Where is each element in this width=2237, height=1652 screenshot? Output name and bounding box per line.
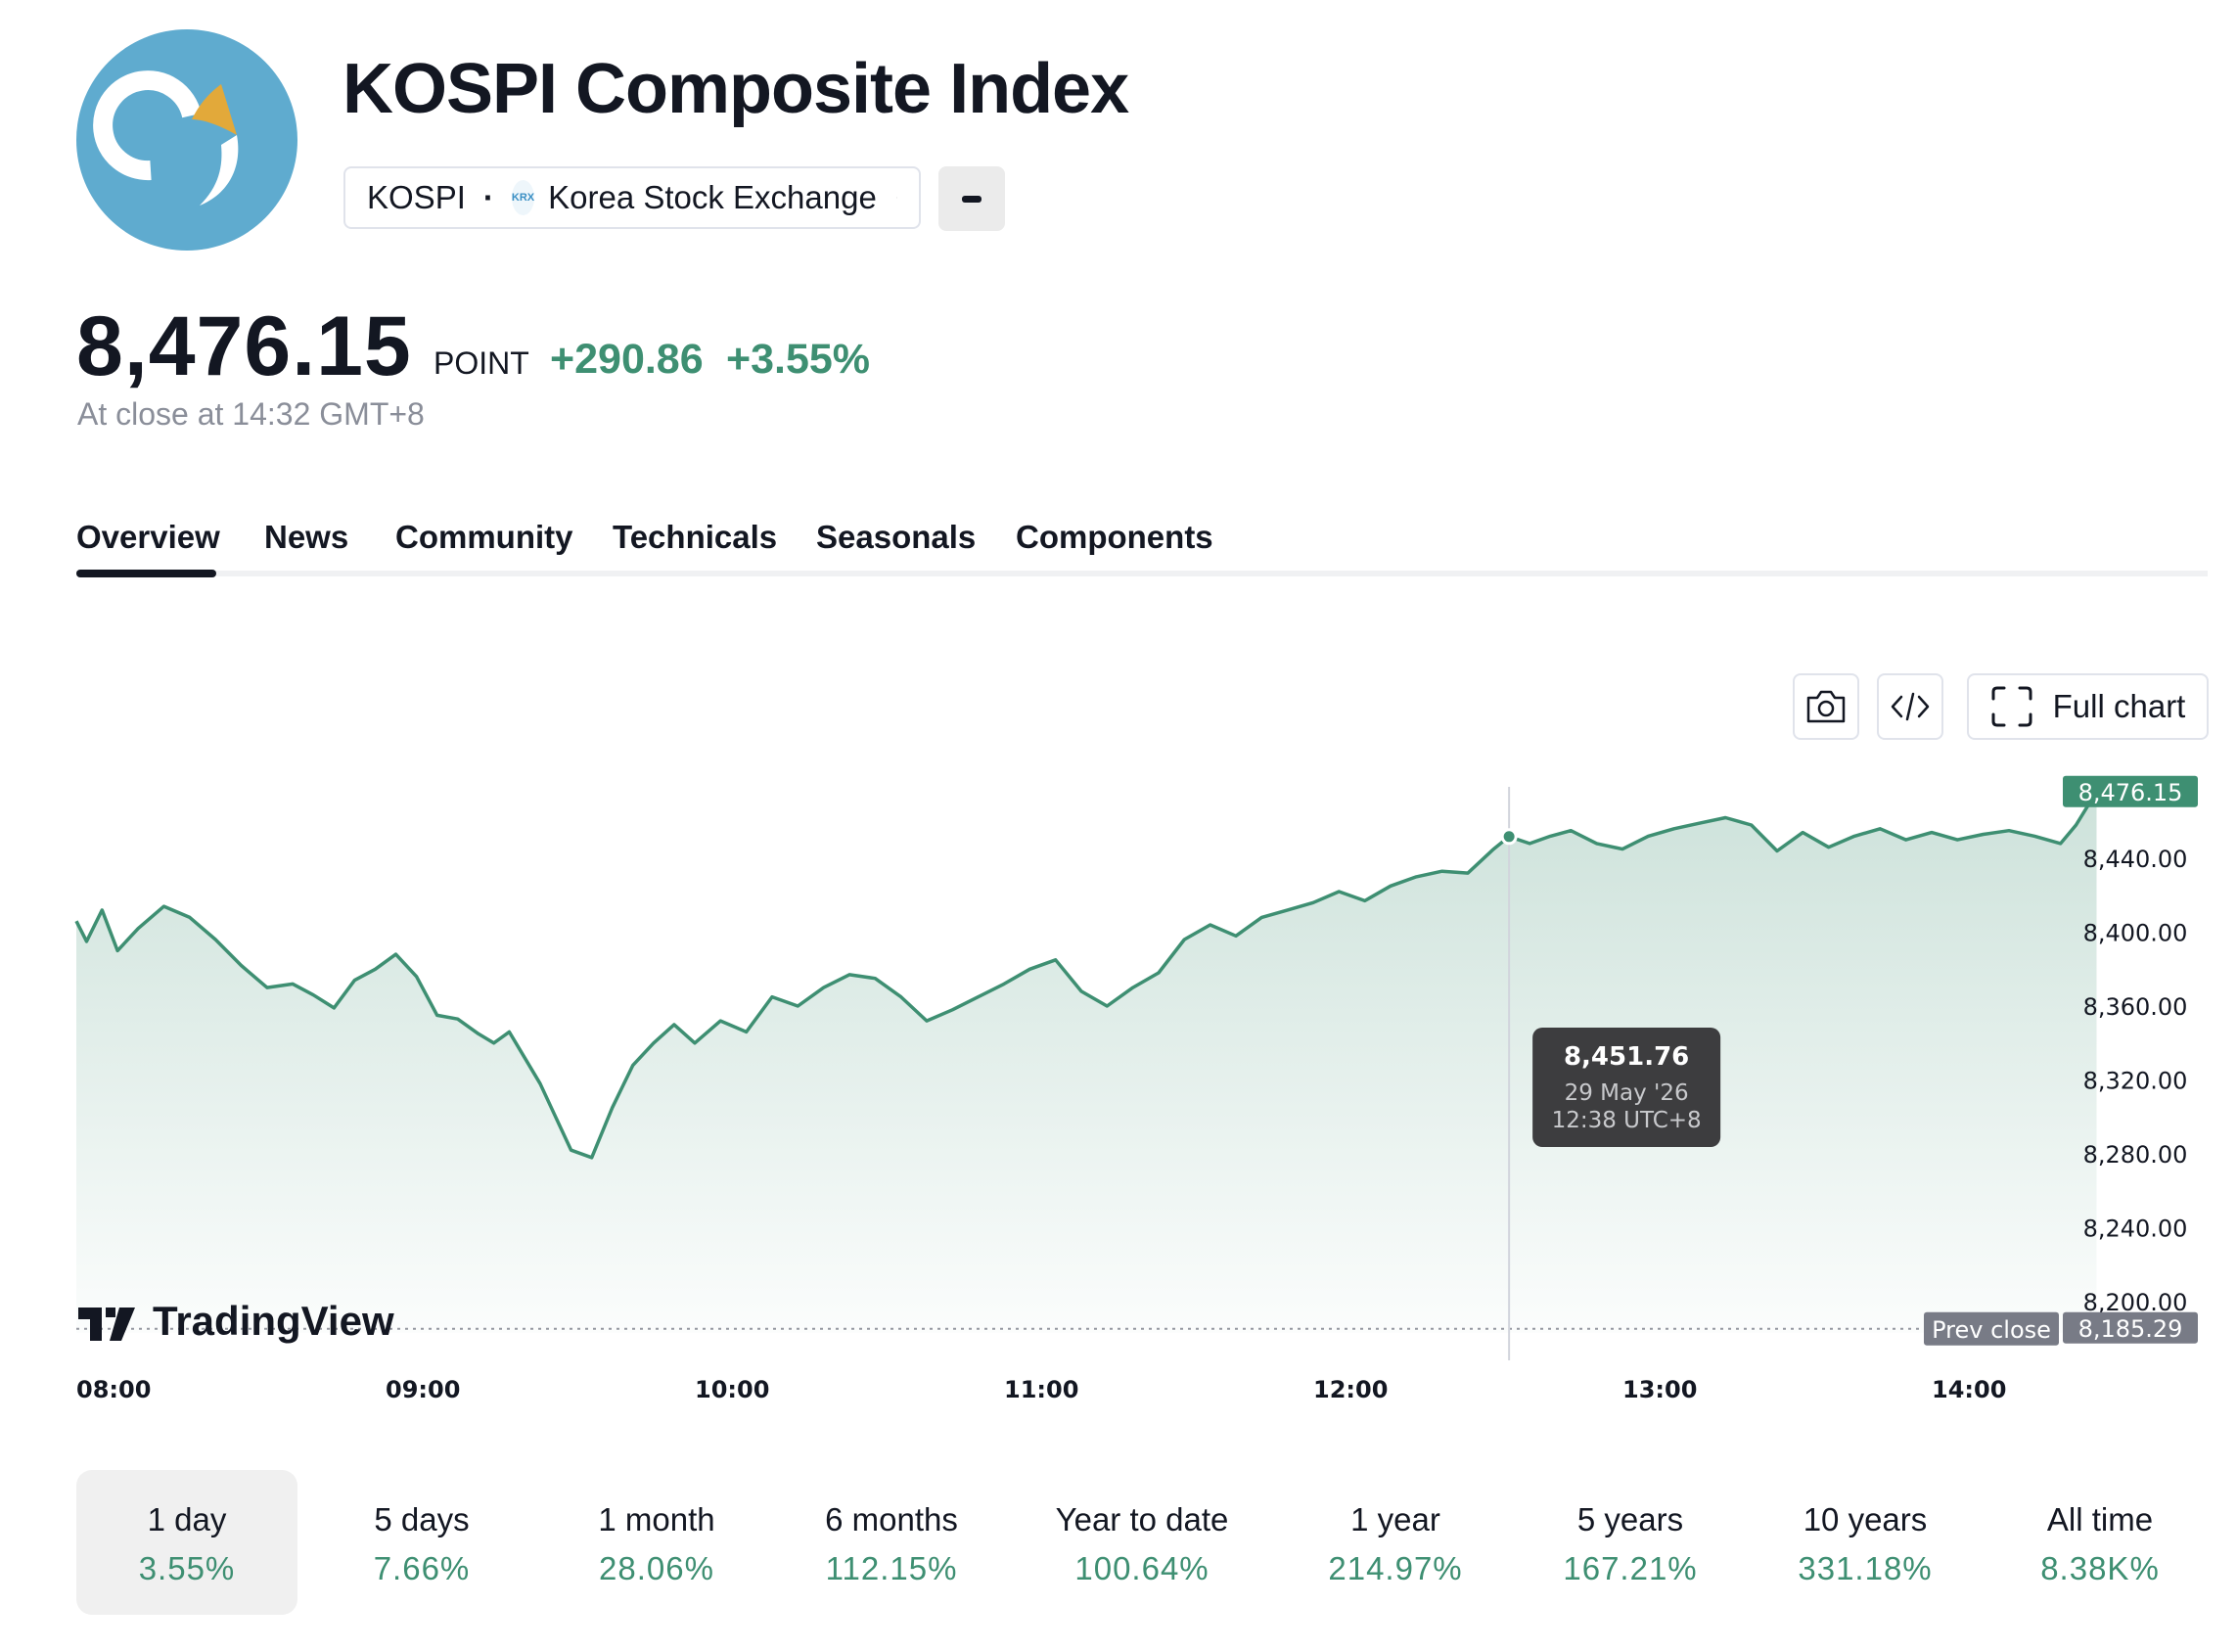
tab-seasonals[interactable]: Seasonals bbox=[816, 519, 977, 555]
x-tick-label: 13:00 bbox=[1622, 1376, 1697, 1403]
range-all-time[interactable]: All time 8.38K% bbox=[1989, 1470, 2211, 1615]
tab-news[interactable]: News bbox=[264, 519, 349, 555]
price-change-percent: +3.55% bbox=[726, 336, 871, 383]
y-tick-label: 8,400.00 bbox=[2083, 920, 2188, 947]
exchange-selector[interactable]: KOSPI · KRX Korea Stock Exchange bbox=[343, 166, 921, 229]
chevron-down-icon bbox=[895, 197, 897, 199]
full-chart-button[interactable]: Full chart bbox=[1967, 673, 2209, 740]
range-value: 214.97% bbox=[1328, 1550, 1463, 1586]
range-value: 28.06% bbox=[599, 1550, 714, 1586]
range-value: 100.64% bbox=[1074, 1550, 1210, 1586]
tabs-divider bbox=[76, 571, 2208, 576]
last-value-label: 8,476.15 bbox=[2078, 779, 2183, 806]
tab-overview[interactable]: Overview bbox=[76, 519, 220, 555]
x-tick-label: 11:00 bbox=[1004, 1376, 1078, 1403]
range-1-month[interactable]: 1 month 28.06% bbox=[546, 1470, 767, 1615]
range-label: 1 day bbox=[147, 1501, 227, 1537]
collapse-button[interactable] bbox=[938, 166, 1005, 231]
tradingview-watermark: TradingView bbox=[78, 1298, 394, 1344]
price-chart[interactable]: 8,440.00 8,400.00 8,360.00 8,320.00 8,280.00… bbox=[0, 763, 2237, 1409]
range-5-years[interactable]: 5 years 167.21% bbox=[1520, 1470, 1741, 1615]
y-tick-label: 8,280.00 bbox=[2083, 1141, 2188, 1169]
prev-close-value: 8,185.29 bbox=[2078, 1315, 2183, 1343]
range-label: 6 months bbox=[825, 1501, 958, 1537]
y-tick-label: 8,320.00 bbox=[2083, 1068, 2188, 1095]
code-embed-icon bbox=[1891, 692, 1930, 721]
minus-icon bbox=[962, 195, 982, 203]
index-logo bbox=[76, 29, 297, 251]
x-tick-label: 14:00 bbox=[1932, 1376, 2006, 1403]
last-price: 8,476.15 bbox=[76, 299, 412, 393]
crosshair-point bbox=[1500, 828, 1518, 846]
prev-close-tag-bg bbox=[1924, 1311, 2059, 1346]
price-change: +290.86 bbox=[550, 336, 704, 383]
range-6-months[interactable]: 6 months 112.15% bbox=[781, 1470, 1002, 1615]
tooltip-date: 29 May '26 bbox=[1565, 1080, 1689, 1106]
tooltip-time: 12:38 UTC+8 bbox=[1552, 1108, 1702, 1133]
exchange-label: Korea Stock Exchange bbox=[548, 179, 877, 215]
range-10-years[interactable]: 10 years 331.18% bbox=[1755, 1470, 1976, 1615]
embed-button[interactable] bbox=[1877, 673, 1943, 740]
range-5-days[interactable]: 5 days 7.66% bbox=[311, 1470, 532, 1615]
prev-close-value-bg bbox=[2063, 1311, 2198, 1344]
tab-technicals[interactable]: Technicals bbox=[613, 519, 778, 555]
range-1-year[interactable]: 1 year 214.97% bbox=[1285, 1470, 1506, 1615]
active-tab-indicator bbox=[76, 570, 216, 577]
tab-components[interactable]: Components bbox=[1016, 519, 1213, 555]
fullscreen-icon bbox=[1991, 686, 2032, 727]
range-label: 1 year bbox=[1350, 1501, 1440, 1537]
tab-community[interactable]: Community bbox=[395, 519, 573, 555]
market-status: At close at 14:32 GMT+8 bbox=[77, 396, 425, 432]
y-tick-label: 8,440.00 bbox=[2083, 846, 2188, 873]
snapshot-button[interactable] bbox=[1793, 673, 1859, 740]
range-value: 3.55% bbox=[138, 1550, 236, 1586]
range-value: 331.18% bbox=[1798, 1550, 1933, 1586]
y-tick-label: 8,200.00 bbox=[2083, 1289, 2188, 1316]
price-area bbox=[76, 791, 2097, 1333]
watermark-text: TradingView bbox=[153, 1298, 394, 1344]
krx-logo-icon: KRX bbox=[511, 180, 535, 215]
tradingview-logo-icon bbox=[78, 1308, 135, 1341]
price-line bbox=[74, 790, 2098, 1160]
range-value: 167.21% bbox=[1563, 1550, 1698, 1586]
range-year-to-date[interactable]: Year to date 100.64% bbox=[1031, 1470, 1253, 1615]
price-unit: POINT bbox=[434, 345, 529, 381]
range-label: 10 years bbox=[1803, 1501, 1928, 1537]
tab-bar: Overview News Community Technicals Seaso… bbox=[76, 519, 2210, 577]
page-title: KOSPI Composite Index bbox=[342, 50, 1129, 128]
range-value: 112.15% bbox=[825, 1550, 958, 1586]
range-label: Year to date bbox=[1055, 1501, 1229, 1537]
y-tick-label: 8,360.00 bbox=[2083, 993, 2188, 1021]
range-value: 8.38K% bbox=[2040, 1550, 2160, 1586]
range-value: 7.66% bbox=[373, 1550, 471, 1586]
x-tick-label: 08:00 bbox=[76, 1376, 151, 1403]
x-tick-label: 12:00 bbox=[1313, 1376, 1388, 1403]
x-tick-label: 10:00 bbox=[695, 1376, 769, 1403]
range-1-day[interactable]: 1 day 3.55% bbox=[76, 1470, 297, 1615]
range-label: 5 years bbox=[1576, 1501, 1684, 1537]
range-label: 1 month bbox=[598, 1501, 715, 1537]
separator-dot: · bbox=[482, 179, 494, 215]
full-chart-label: Full chart bbox=[2052, 688, 2186, 724]
symbol-label: KOSPI bbox=[367, 179, 466, 215]
range-label: All time bbox=[2046, 1501, 2154, 1537]
crosshair-tooltip: 8,451.76 29 May '26 12:38 UTC+8 bbox=[1532, 1028, 1721, 1147]
tooltip-value: 8,451.76 bbox=[1564, 1042, 1689, 1072]
camera-icon bbox=[1806, 690, 1846, 723]
y-tick-label: 8,240.00 bbox=[2083, 1216, 2188, 1243]
kospi-logo-icon bbox=[93, 70, 239, 206]
range-label: 5 days bbox=[374, 1501, 470, 1537]
tooltip-bg bbox=[1532, 1028, 1721, 1147]
prev-close-tag: Prev close bbox=[1932, 1316, 2051, 1344]
last-value-label-bg bbox=[2063, 775, 2198, 807]
x-tick-label: 09:00 bbox=[386, 1376, 460, 1403]
